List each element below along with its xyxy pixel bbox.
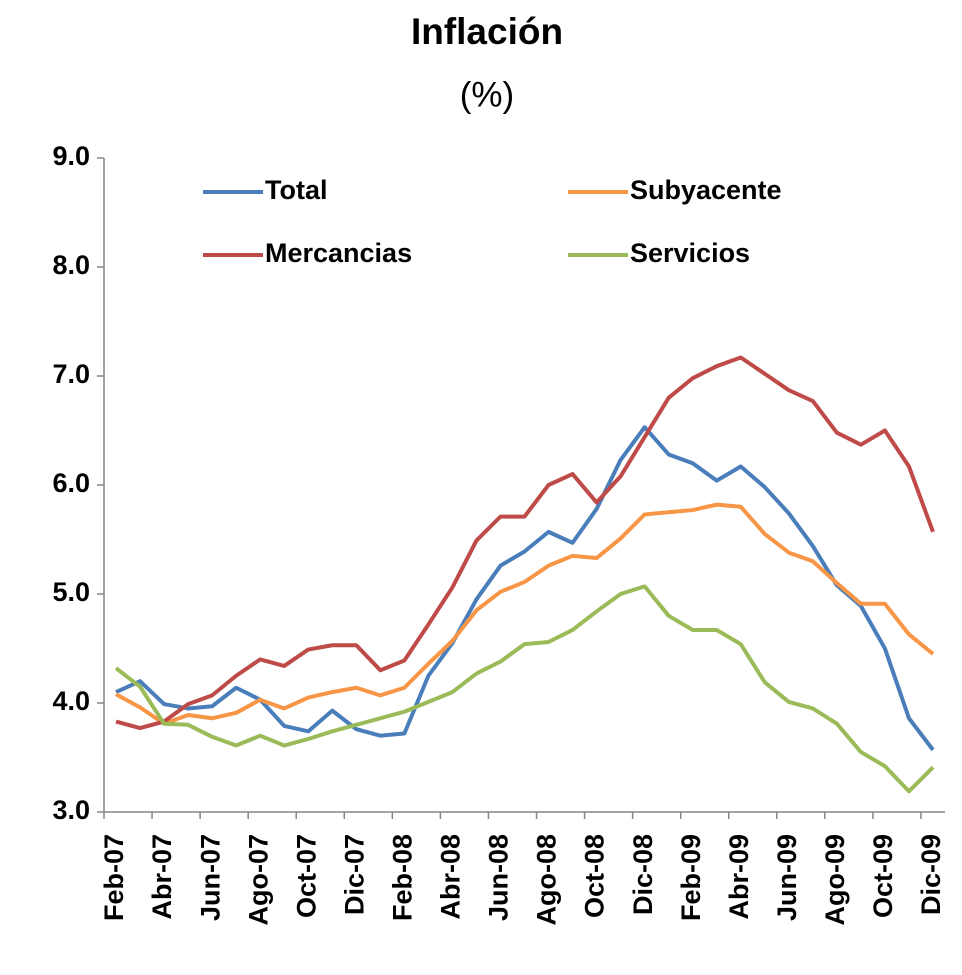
chart-title: Inflación [411, 11, 563, 52]
x-tick-label: Oct-09 [868, 834, 898, 918]
y-tick-label: 7.0 [52, 359, 90, 389]
x-tick-label: Jun-09 [772, 834, 802, 921]
y-tick-label: 3.0 [52, 795, 90, 825]
x-tick-label: Feb-07 [99, 834, 129, 921]
x-tick-label: Ago-08 [532, 834, 562, 926]
series-line [115, 355, 935, 731]
x-tick-label: Feb-09 [676, 834, 706, 921]
y-tick-label: 5.0 [52, 577, 90, 607]
legend-label: Servicios [630, 238, 750, 268]
x-tick-label: Abr-09 [724, 834, 754, 920]
x-tick-label: Jun-08 [484, 834, 514, 921]
y-tick-label: 9.0 [52, 141, 90, 171]
x-tick-label: Abr-08 [436, 834, 466, 920]
series-line [114, 584, 935, 794]
x-tick-label: Abr-07 [147, 834, 177, 920]
x-tick-label: Oct-08 [580, 834, 610, 918]
x-tick-label: Ago-09 [820, 834, 850, 926]
y-tick-label: 6.0 [52, 468, 90, 498]
x-tick-label: Dic-08 [628, 834, 658, 915]
x-tick-label: Ago-07 [243, 834, 273, 926]
x-tick-label: Dic-09 [916, 834, 946, 915]
y-tick-label: 4.0 [52, 686, 90, 716]
x-tick-label: Dic-07 [339, 834, 369, 915]
series-line [115, 502, 935, 726]
x-tick-label: Feb-08 [387, 834, 417, 921]
legend-label: Subyacente [630, 175, 782, 205]
legend-label: Total [265, 175, 328, 205]
y-tick-label: 8.0 [52, 250, 90, 280]
x-tick-label: Jun-07 [195, 834, 225, 921]
chart-subtitle: (%) [460, 75, 514, 114]
x-tick-label: Oct-07 [291, 834, 321, 918]
legend-label: Mercancias [265, 238, 412, 268]
series-line [115, 425, 935, 752]
